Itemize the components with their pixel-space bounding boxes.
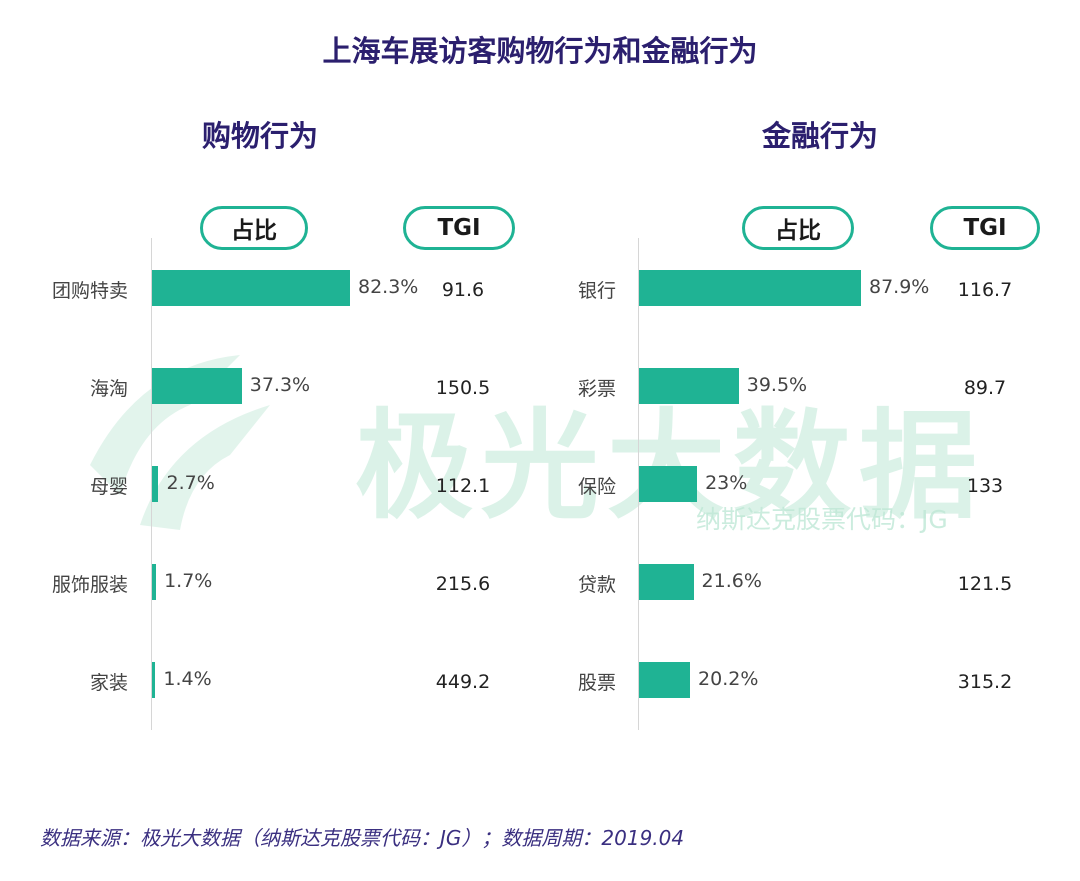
finance-category-label: 股票 xyxy=(577,672,616,694)
finance-category-label: 银行 xyxy=(577,280,616,302)
shopping-bar xyxy=(152,564,157,600)
shopping-share-header: 占比 xyxy=(200,206,308,250)
shopping-category-label: 海淘 xyxy=(89,378,128,400)
shopping-category-label: 家装 xyxy=(89,672,128,694)
finance-share-label: 21.6% xyxy=(701,570,762,592)
finance-tgi-value: 116.7 xyxy=(957,279,1013,301)
shopping-axis-line xyxy=(151,238,152,730)
shopping-share-label: 82.3% xyxy=(358,276,419,298)
finance-share-label: 20.2% xyxy=(698,668,759,690)
finance-share-label: 87.9% xyxy=(869,276,930,298)
shopping-bar xyxy=(152,662,156,698)
finance-tgi-value: 89.7 xyxy=(963,377,1007,399)
shopping-share-label: 37.3% xyxy=(249,374,311,396)
shopping-tgi-value: 91.6 xyxy=(441,279,485,301)
shopping-tgi-value: 112.1 xyxy=(435,475,491,497)
shopping-category-label: 服饰服装 xyxy=(51,574,128,596)
finance-share-header: 占比 xyxy=(742,206,854,250)
shopping-tgi-value: 150.5 xyxy=(435,377,491,399)
finance-bar xyxy=(639,270,861,306)
shopping-bar xyxy=(152,270,350,306)
finance-bar xyxy=(639,466,698,502)
finance-bar xyxy=(639,368,739,404)
finance-axis-line xyxy=(638,238,639,730)
finance-tgi-value: 121.5 xyxy=(957,573,1013,595)
watermark-subtitle: 纳斯达克股票代码：JG xyxy=(696,505,948,534)
shopping-tgi-header: TGI xyxy=(403,206,515,250)
finance-bar xyxy=(639,564,694,600)
shopping-bar xyxy=(152,466,159,502)
finance-tgi-value: 315.2 xyxy=(957,671,1013,693)
shopping-share-label: 2.7% xyxy=(166,472,215,494)
finance-section-title: 金融行为 xyxy=(761,119,878,153)
finance-category-label: 贷款 xyxy=(577,574,616,596)
shopping-tgi-value: 215.6 xyxy=(435,573,491,595)
shopping-tgi-value: 449.2 xyxy=(435,671,491,693)
shopping-bar xyxy=(152,368,242,404)
finance-tgi-header: TGI xyxy=(930,206,1040,250)
source-footnote: 数据来源：极光大数据（纳斯达克股票代码：JG）；数据周期：2019.04 xyxy=(40,826,685,850)
page-title: 上海车展访客购物行为和金融行为 xyxy=(322,34,758,68)
shopping-category-label: 团购特卖 xyxy=(51,280,128,302)
shopping-category-label: 母婴 xyxy=(89,476,128,498)
shopping-share-label: 1.4% xyxy=(163,668,212,690)
finance-bar xyxy=(639,662,691,698)
finance-category-label: 彩票 xyxy=(577,378,616,400)
finance-tgi-value: 133 xyxy=(966,475,1004,497)
shopping-share-label: 1.7% xyxy=(164,570,213,592)
finance-category-label: 保险 xyxy=(577,476,616,498)
finance-share-label: 39.5% xyxy=(746,374,808,396)
shopping-section-title: 购物行为 xyxy=(201,119,318,153)
finance-share-label: 23% xyxy=(705,472,748,494)
